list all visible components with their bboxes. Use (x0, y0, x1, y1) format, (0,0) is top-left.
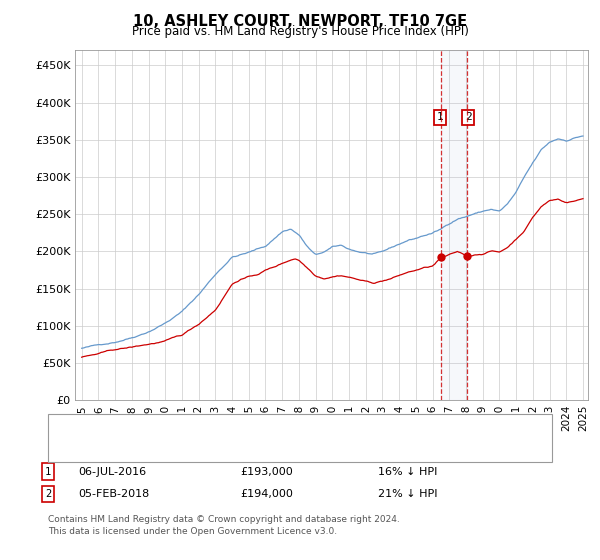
Text: 16% ↓ HPI: 16% ↓ HPI (378, 466, 437, 477)
Text: £193,000: £193,000 (240, 466, 293, 477)
Text: £194,000: £194,000 (240, 489, 293, 499)
Text: —: — (60, 442, 74, 456)
Text: 10, ASHLEY COURT, NEWPORT, TF10 7GE (detached house): 10, ASHLEY COURT, NEWPORT, TF10 7GE (det… (84, 422, 392, 432)
Text: 1: 1 (437, 113, 443, 123)
Text: —: — (60, 420, 74, 434)
Text: 1: 1 (45, 466, 51, 477)
Text: 10, ASHLEY COURT, NEWPORT, TF10 7GE: 10, ASHLEY COURT, NEWPORT, TF10 7GE (133, 14, 467, 29)
Text: Contains HM Land Registry data © Crown copyright and database right 2024.: Contains HM Land Registry data © Crown c… (48, 515, 400, 524)
Text: 21% ↓ HPI: 21% ↓ HPI (378, 489, 437, 499)
Text: 05-FEB-2018: 05-FEB-2018 (78, 489, 149, 499)
Text: Price paid vs. HM Land Registry's House Price Index (HPI): Price paid vs. HM Land Registry's House … (131, 25, 469, 38)
Text: HPI: Average price, detached house, Telford and Wrekin: HPI: Average price, detached house, Telf… (84, 444, 374, 454)
Bar (441, 50, 467, 400)
Text: 2: 2 (465, 113, 472, 123)
Text: 06-JUL-2016: 06-JUL-2016 (78, 466, 146, 477)
Text: This data is licensed under the Open Government Licence v3.0.: This data is licensed under the Open Gov… (48, 528, 337, 536)
Text: 2: 2 (45, 489, 51, 499)
